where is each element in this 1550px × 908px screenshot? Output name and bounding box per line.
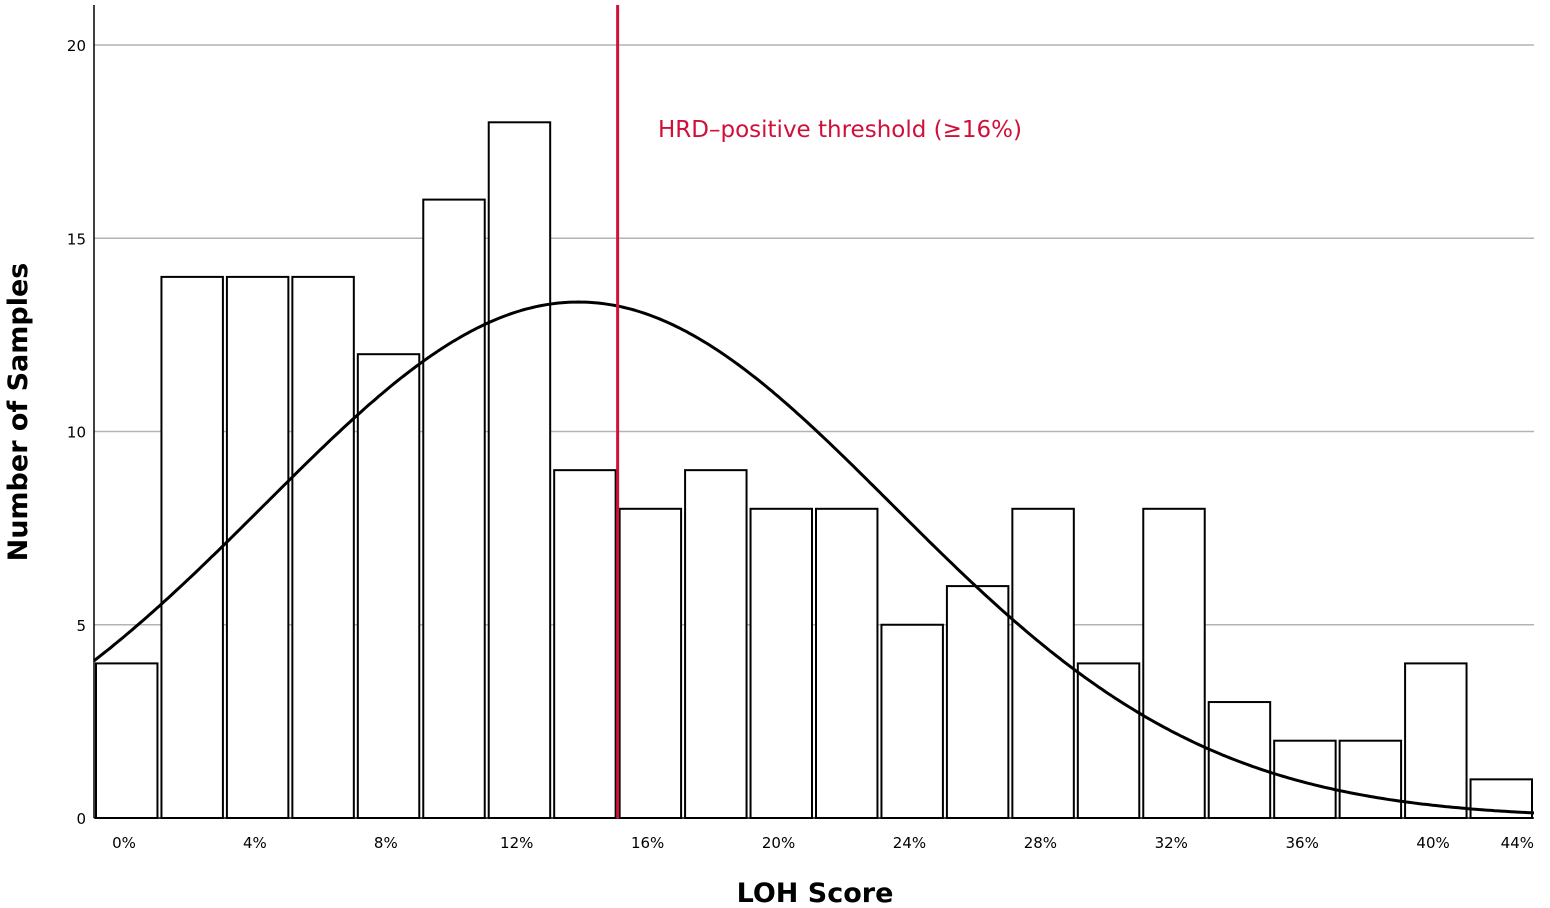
threshold-label: HRD–positive threshold (≥16%) <box>658 117 1022 143</box>
y-tick-labels: 0 5 10 15 20 <box>67 37 86 828</box>
histogram-bar <box>1142 507 1206 819</box>
normal-curve <box>93 300 1535 815</box>
x-tick-label: 28% <box>1024 834 1057 852</box>
histogram-bar <box>618 507 683 819</box>
histogram-bar <box>815 507 879 819</box>
histogram-bar <box>1338 739 1403 820</box>
histogram-bar <box>880 623 944 819</box>
x-tick-labels: 0% 4% 8% 12% 16% 20% 24% 28% 32% 36% 40% 44% <box>112 834 1534 852</box>
histogram-bar <box>684 469 748 819</box>
histogram-bar <box>1273 739 1337 820</box>
y-tick-label: 10 <box>67 424 86 442</box>
x-tick-label: 0% <box>112 834 136 852</box>
histogram-bar <box>422 198 486 820</box>
y-tick-label: 20 <box>67 37 86 55</box>
axes <box>93 5 1534 819</box>
histogram-bar <box>225 275 290 819</box>
y-axis-title: Number of Samples <box>3 263 34 562</box>
histogram-bar <box>160 275 224 819</box>
histogram-bar <box>487 121 552 820</box>
x-tick-label: 32% <box>1155 834 1188 852</box>
histogram-bar <box>291 275 355 819</box>
histogram-bar <box>553 469 617 819</box>
x-tick-label: 40% <box>1416 834 1449 852</box>
histogram-bar <box>749 507 814 819</box>
x-tick-label: 8% <box>374 834 398 852</box>
y-tick-label: 15 <box>67 230 86 248</box>
x-tick-label: 16% <box>631 834 664 852</box>
histogram-bar <box>95 662 159 820</box>
histogram-bar <box>945 585 1010 819</box>
x-tick-label: 12% <box>500 834 533 852</box>
x-tick-label: 24% <box>893 834 926 852</box>
x-tick-label: 4% <box>243 834 267 852</box>
x-tick-label: 20% <box>762 834 795 852</box>
histogram-bar <box>1076 662 1141 820</box>
histogram-bar <box>1011 507 1075 819</box>
histogram-bars <box>95 121 1533 820</box>
x-tick-label: 44% <box>1501 834 1534 852</box>
y-tick-label: 5 <box>76 617 86 635</box>
y-tick-label: 0 <box>76 810 86 828</box>
histogram-bar <box>356 353 421 819</box>
x-axis-title: LOH Score <box>737 878 894 908</box>
histogram-bar <box>1404 662 1468 820</box>
x-tick-label: 36% <box>1286 834 1319 852</box>
